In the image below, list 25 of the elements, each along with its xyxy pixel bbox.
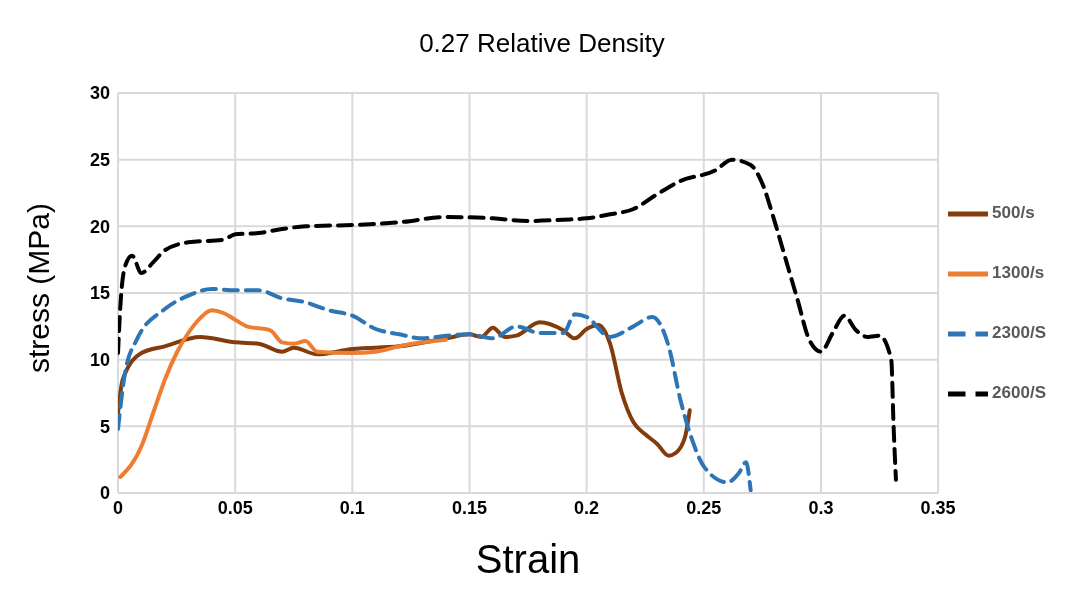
x-tick-label: 0.35 [920,497,956,518]
y-tick-label: 5 [99,416,110,437]
y-axis-title: stress (MPa) [21,202,55,373]
chart-title: 0.27 Relative Density [418,28,666,59]
x-tick-label: 0.15 [451,497,487,518]
y-tick-label: 15 [89,283,110,304]
line-series [118,157,898,482]
x-tick-label: 0 [112,497,124,518]
x-tick-label: 0.3 [808,497,834,518]
y-tick-label: 25 [89,150,110,171]
x-tick-label: 0.25 [686,497,722,518]
x-tick-label: 0.2 [574,497,600,518]
legend-label: 500/s [992,203,1035,222]
y-tick-label: 0 [99,483,110,504]
legend-label: 2600/S [992,383,1046,402]
line-series [118,287,753,493]
y-tick-label: 30 [89,83,110,104]
legend-label: 1300/s [992,263,1045,282]
y-tick-label: 20 [89,216,110,237]
line-series [118,308,449,479]
legend-label: 2300/S [992,323,1046,342]
y-tick-label: 10 [89,350,110,371]
x-tick-label: 0.05 [217,497,253,518]
x-axis-title: Strain [475,537,581,581]
x-tick-label: 0.1 [339,497,365,518]
